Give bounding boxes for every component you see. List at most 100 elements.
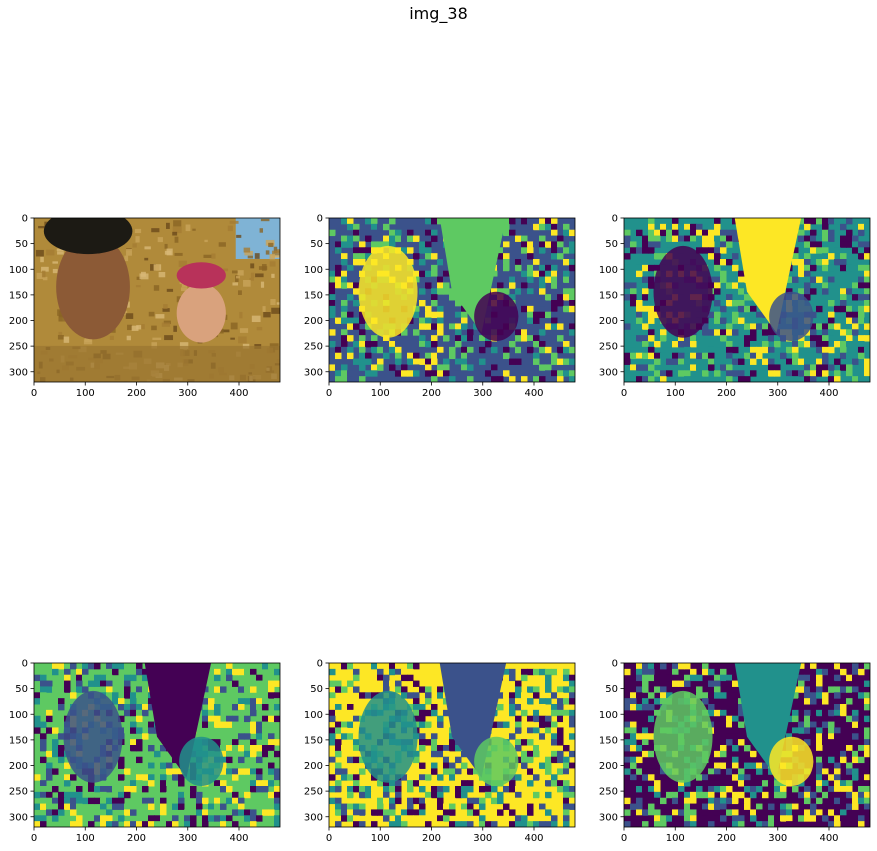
segment-cell bbox=[527, 768, 534, 775]
segment-cell bbox=[828, 317, 835, 324]
segment-cell bbox=[461, 311, 468, 319]
segment-cell bbox=[636, 335, 643, 342]
segment-cell bbox=[684, 218, 691, 225]
segment-cell bbox=[545, 762, 552, 769]
segment-cell bbox=[473, 809, 480, 816]
segment-cell bbox=[563, 223, 570, 231]
segment-cell bbox=[822, 739, 829, 746]
segment-cell bbox=[738, 774, 745, 781]
segment-cell bbox=[624, 264, 631, 272]
x-tick-label: 100 bbox=[666, 388, 685, 399]
segment-cell bbox=[124, 663, 131, 670]
segment-cell bbox=[792, 247, 799, 254]
segment-cell bbox=[768, 370, 775, 377]
segment-cell bbox=[864, 704, 870, 711]
segment-cell bbox=[557, 323, 564, 330]
segment-cell bbox=[413, 680, 420, 687]
segment-cell bbox=[34, 786, 41, 793]
x-tick-label: 100 bbox=[76, 388, 95, 399]
segment-cell bbox=[160, 780, 167, 787]
segment-cell bbox=[642, 376, 649, 382]
segment-cell bbox=[401, 370, 408, 377]
segment-cell bbox=[359, 317, 366, 324]
segment-cell bbox=[503, 341, 510, 348]
segment-cell bbox=[678, 786, 685, 793]
image-segmentation-k7 bbox=[624, 663, 870, 827]
segment-cell bbox=[654, 698, 661, 705]
segment-cell bbox=[419, 803, 426, 810]
segment-cell bbox=[238, 768, 245, 775]
segment-cell bbox=[714, 674, 721, 682]
segment-cell bbox=[852, 774, 859, 781]
segment-cell bbox=[545, 294, 552, 301]
segment-cell bbox=[786, 809, 793, 816]
segment-cell bbox=[864, 241, 870, 248]
segment-cell bbox=[76, 668, 83, 676]
segment-cell bbox=[407, 352, 414, 360]
segment-cell bbox=[630, 294, 637, 301]
segment-cell bbox=[208, 815, 215, 822]
segment-cell bbox=[648, 259, 655, 266]
segment-cell bbox=[268, 680, 275, 687]
segment-cell bbox=[834, 358, 841, 365]
segment-cell bbox=[804, 674, 811, 682]
segment-cell bbox=[539, 762, 546, 769]
segment-cell bbox=[497, 247, 504, 254]
segment-cell bbox=[714, 264, 721, 272]
segment-cell bbox=[834, 259, 841, 266]
segment-cell bbox=[539, 698, 546, 705]
segment-cell bbox=[642, 668, 649, 676]
segment-cell bbox=[756, 809, 763, 816]
segment-cell bbox=[124, 680, 131, 687]
segment-cell bbox=[431, 768, 438, 775]
segment-cell bbox=[377, 686, 384, 693]
segment-cell bbox=[533, 370, 540, 377]
segment-cell bbox=[533, 745, 540, 752]
segment-cell bbox=[828, 253, 835, 260]
segment-cell bbox=[557, 704, 564, 711]
segment-cell bbox=[648, 335, 655, 342]
segment-cell bbox=[413, 235, 420, 242]
segment-cell bbox=[359, 352, 366, 360]
segment-cell bbox=[491, 276, 498, 283]
segment-cell bbox=[431, 218, 438, 225]
segment-cell bbox=[545, 370, 552, 377]
segment-cell bbox=[569, 329, 575, 336]
segment-cell bbox=[419, 317, 426, 324]
segment-cell bbox=[720, 692, 727, 699]
segment-cell bbox=[40, 698, 47, 705]
segment-cell bbox=[142, 803, 149, 810]
segment-cell bbox=[828, 276, 835, 283]
y-tick-label: 300 bbox=[599, 367, 618, 378]
photo-fur-texture bbox=[154, 264, 160, 271]
segment-cell bbox=[858, 780, 865, 787]
segment-cell bbox=[810, 341, 817, 348]
segment-cell bbox=[244, 698, 251, 705]
segment-cell bbox=[329, 727, 336, 734]
segment-cell bbox=[347, 317, 354, 324]
segment-cell bbox=[551, 821, 558, 827]
segment-cell bbox=[648, 223, 655, 231]
segment-cell bbox=[696, 247, 703, 254]
segment-cell bbox=[58, 750, 65, 758]
segment-cell bbox=[437, 692, 444, 699]
segment-cell bbox=[395, 674, 402, 682]
segment-cell bbox=[407, 803, 414, 810]
photo-fur-texture bbox=[172, 226, 182, 234]
segment-cell bbox=[46, 774, 53, 781]
segment-cell bbox=[642, 686, 649, 693]
segment-cell bbox=[545, 223, 552, 231]
y-tick-label: 250 bbox=[599, 342, 618, 353]
segment-cell bbox=[648, 750, 655, 758]
segment-cell bbox=[256, 768, 263, 775]
segment-cell bbox=[774, 780, 781, 787]
photo-fur-texture bbox=[56, 248, 65, 252]
segment-cell bbox=[708, 797, 715, 805]
segment-cell bbox=[557, 276, 564, 283]
segment-cell bbox=[160, 786, 167, 793]
segment-cell bbox=[557, 786, 564, 793]
segment-cell bbox=[533, 692, 540, 699]
photo-fur-texture bbox=[203, 254, 212, 258]
segment-cell bbox=[118, 791, 125, 799]
photo-fur-texture bbox=[239, 311, 243, 319]
